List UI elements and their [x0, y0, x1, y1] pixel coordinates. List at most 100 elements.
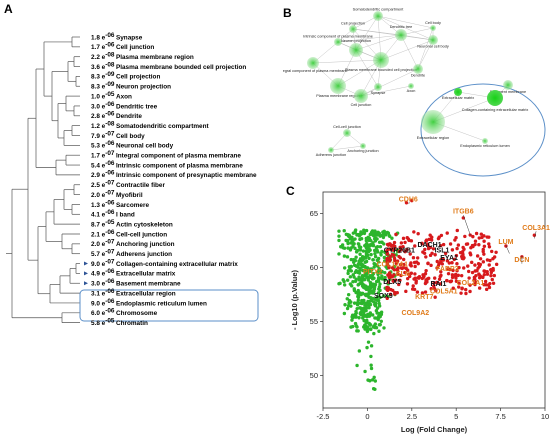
data-point-up: [473, 263, 477, 267]
data-point-down: [349, 304, 353, 308]
data-point-down: [345, 297, 349, 301]
network-edge: [312, 59, 382, 64]
data-point-down: [372, 261, 376, 266]
go-term-label: Adherens junction: [116, 251, 172, 258]
gene-label: COL9A2: [402, 310, 430, 317]
data-point-up: [462, 247, 466, 251]
data-point-up: [458, 250, 463, 255]
go-term-row: 4.9 e-06 Extracellular matrix: [91, 268, 176, 278]
data-point-down: [348, 275, 353, 279]
data-point-up: [405, 276, 410, 281]
p-value: 1.2 e: [91, 123, 106, 130]
data-point-down: [376, 256, 381, 261]
data-point-down: [367, 238, 371, 242]
data-point-down: [387, 233, 391, 238]
data-point-down: [358, 266, 362, 270]
p-value: 2.0 e: [91, 192, 106, 199]
data-point-up: [401, 236, 406, 241]
data-point-up: [422, 251, 427, 255]
data-point-up: [459, 273, 464, 278]
network-node: [428, 35, 438, 45]
data-point-down: [341, 245, 345, 250]
data-point-up: [485, 272, 490, 276]
data-point-up: [461, 252, 465, 257]
data-point-up: [494, 262, 499, 267]
x-tick-label: 10: [541, 412, 549, 421]
data-point-up: [491, 257, 495, 261]
plot-frame: [322, 191, 546, 409]
data-point-down: [345, 278, 350, 282]
p-value: 5.4 e: [91, 162, 106, 169]
p-value-exponent: -06: [105, 268, 115, 275]
data-point-up: [484, 287, 489, 292]
go-term-row: 5.7 e-07 Adherens junction: [91, 249, 172, 259]
p-value: 2.9 e: [91, 172, 106, 179]
data-point-up: [388, 254, 392, 259]
go-term-label: Chromosome: [116, 310, 158, 317]
data-point-up: [479, 275, 483, 279]
data-point-down: [371, 242, 375, 246]
data-point-up: [457, 265, 461, 270]
data-point-up: [403, 270, 407, 275]
data-point-up: [409, 271, 414, 275]
data-point-down: [376, 291, 381, 295]
go-term-label: Plasma membrane region: [116, 54, 194, 61]
data-point-up: [386, 280, 391, 284]
data-point-up: [455, 262, 459, 266]
data-point-up: [413, 272, 417, 276]
data-point-down: [364, 287, 369, 292]
go-term-row: 7.9 e-07 Cell body: [91, 130, 145, 140]
data-point-down: [373, 229, 377, 233]
data-point-up: [388, 275, 392, 280]
data-point-down: [368, 282, 373, 286]
go-term-label: Dendritic tree: [116, 103, 158, 110]
data-point-down: [364, 242, 368, 246]
go-term-row: 1.7 e-07 Integral component of plasma mem…: [91, 150, 241, 160]
y-tick-label: 60: [310, 263, 318, 272]
data-point-down: [373, 302, 377, 307]
data-point-up: [396, 272, 400, 276]
data-point-up: [433, 276, 437, 280]
p-value: 1.3 e: [91, 202, 106, 209]
data-point-down: [355, 329, 359, 333]
go-term-label: Cell-cell junction: [116, 231, 167, 238]
data-point-down: [353, 246, 357, 251]
network-node-label: Collagen-containing extracellular matrix: [462, 108, 529, 112]
data-point-up: [485, 269, 489, 274]
data-point-up: [488, 258, 492, 263]
data-point-up: [462, 266, 466, 270]
data-point-up: [387, 259, 392, 263]
data-point-up: [399, 241, 404, 245]
p-value: 5.3 e: [91, 143, 106, 150]
data-point-up: [453, 274, 458, 278]
data-point-down: [342, 283, 347, 287]
data-point-up: [473, 239, 478, 243]
data-point-down: [361, 316, 365, 320]
data-point-down: [358, 281, 363, 285]
data-point-up: [428, 233, 432, 237]
data-point-up: [448, 279, 452, 284]
go-term-row: 3.6 e-08 Plasma membrane bounded cell pro…: [91, 61, 246, 71]
p-value: 1.7 e: [91, 44, 106, 51]
data-point-up: [413, 276, 417, 280]
network-edge: [377, 15, 434, 41]
data-point-down: [359, 237, 364, 241]
data-point-down: [349, 241, 353, 245]
data-point-up: [416, 232, 420, 236]
volcano-plot: -2.5 0 2.5 5 7.5 10 50 55 60 65 CDH6 ITGB6 LUM COL3A…: [290, 191, 550, 434]
gene-label: COL3A1: [522, 225, 550, 232]
network-node: [503, 80, 513, 90]
data-point-up: [460, 286, 464, 290]
gene-label: SOX9: [374, 293, 393, 300]
data-point-down: [377, 323, 382, 327]
data-point-up: [413, 244, 417, 248]
data-point-down: [379, 253, 383, 257]
go-term-row: 5.4 e-06 Intrinsic component of plasma me…: [91, 160, 243, 170]
data-point-down: [379, 276, 384, 281]
network-node: [307, 57, 319, 69]
p-value: 8.3 e: [91, 74, 106, 81]
gene-label: DACH1: [417, 242, 441, 249]
data-point-up: [465, 242, 470, 246]
go-term-label: Neuron projection: [116, 84, 171, 91]
